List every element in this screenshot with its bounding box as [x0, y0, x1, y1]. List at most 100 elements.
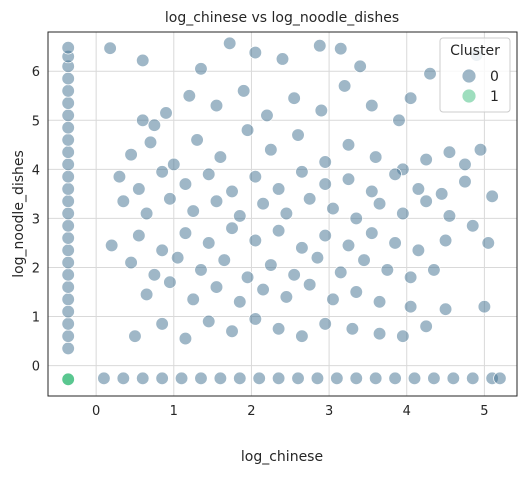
data-point-cluster-0 [318, 228, 332, 243]
data-point-cluster-0 [427, 371, 441, 385]
data-point-cluster-0 [163, 192, 177, 206]
data-point-cluster-0 [427, 263, 441, 277]
data-point-cluster-0 [388, 371, 402, 385]
data-point-cluster-0 [61, 182, 75, 196]
data-point-cluster-0 [396, 206, 410, 221]
data-point-cluster-0 [240, 270, 255, 284]
data-point-cluster-0 [349, 371, 363, 385]
data-point-cluster-0 [194, 263, 208, 277]
data-point-cluster-0 [139, 287, 154, 302]
data-point-cluster-0 [260, 108, 274, 123]
data-point-cluster-0 [388, 236, 402, 250]
data-point-cluster-0 [61, 231, 75, 245]
data-point-cluster-0 [61, 145, 75, 159]
data-point-cluster-0 [186, 292, 200, 307]
data-point-cluster-0 [159, 106, 173, 120]
y-axis-label: log_noodle_dishes [11, 150, 27, 278]
x-tick-label: 1 [170, 404, 178, 419]
data-point-cluster-0 [303, 192, 317, 206]
data-point-cluster-0 [287, 91, 301, 105]
data-point-cluster-0 [136, 53, 150, 68]
x-tick-label: 0 [92, 404, 100, 419]
data-point-cluster-0 [438, 302, 453, 316]
data-point-cluster-0 [313, 39, 327, 53]
data-point-cluster-0 [233, 295, 247, 309]
data-point-cluster-0 [291, 371, 305, 385]
data-point-cluster-0 [279, 206, 294, 221]
data-point-cluster-0 [105, 238, 119, 253]
data-point-cluster-0 [446, 371, 460, 385]
data-point-cluster-0 [61, 206, 75, 221]
data-point-cluster-0 [61, 41, 75, 55]
data-point-cluster-0 [178, 331, 193, 346]
data-point-cluster-0 [477, 300, 492, 314]
data-point-cluster-0 [411, 182, 426, 196]
data-point-cluster-0 [349, 285, 363, 299]
data-point-cluster-0 [202, 167, 216, 181]
data-point-cluster-0 [209, 280, 224, 294]
data-point-cluster-0 [310, 371, 325, 385]
data-point-cluster-0 [473, 143, 488, 157]
y-tick-label: 6 [32, 65, 40, 80]
data-point-cluster-0 [61, 268, 75, 282]
data-point-cluster-0 [481, 236, 495, 250]
data-point-cluster-0 [349, 211, 363, 226]
data-point-cluster-0 [61, 317, 75, 331]
points-layer [61, 36, 507, 386]
data-point-cluster-0 [61, 170, 75, 184]
data-point-cluster-0 [61, 341, 75, 356]
y-tick-label: 2 [32, 261, 40, 276]
data-point-cluster-0 [365, 184, 379, 199]
data-point-cluster-0 [341, 172, 356, 186]
data-point-cluster-0 [271, 322, 286, 336]
data-point-cluster-0 [287, 268, 301, 282]
data-point-cluster-0 [97, 371, 111, 385]
data-point-cluster-0 [248, 45, 262, 60]
data-point-cluster-0 [61, 96, 75, 110]
y-tick-label: 3 [32, 212, 40, 227]
data-point-cluster-0 [233, 209, 247, 223]
data-point-cluster-0 [186, 204, 200, 218]
data-point-cluster-0 [271, 224, 286, 238]
data-point-cluster-0 [240, 123, 255, 137]
data-point-cluster-0 [334, 265, 348, 280]
data-point-cluster-0 [178, 177, 193, 191]
data-point-cluster-0 [61, 133, 75, 147]
data-point-cluster-0 [147, 118, 162, 132]
data-point-cluster-0 [143, 135, 158, 150]
legend-marker-0 [461, 68, 477, 84]
data-point-cluster-0 [147, 268, 162, 282]
data-point-cluster-0 [155, 243, 169, 257]
data-point-cluster-0 [442, 209, 457, 223]
data-point-cluster-0 [407, 371, 422, 385]
ticks-layer: 0 1 2 3 4 5 0 1 2 3 4 5 6 [32, 65, 489, 419]
data-point-cluster-0 [438, 233, 453, 248]
data-point-cluster-0 [213, 371, 228, 385]
data-point-cluster-0 [61, 243, 75, 257]
data-point-cluster-0 [61, 121, 75, 135]
x-tick-label: 4 [403, 404, 411, 419]
x-tick-label: 5 [480, 404, 488, 419]
data-point-cluster-0 [225, 324, 239, 338]
data-point-cluster-0 [256, 197, 270, 211]
data-point-cluster-0 [128, 329, 142, 343]
data-point-cluster-0 [330, 371, 344, 385]
data-point-cluster-0 [357, 253, 371, 267]
data-point-cluster-0 [194, 62, 208, 76]
data-point-cluster-0 [303, 277, 317, 292]
data-point-cluster-0 [275, 52, 290, 66]
data-point-cluster-0 [61, 255, 75, 270]
data-point-cluster-0 [178, 226, 193, 240]
data-point-cluster-0 [132, 228, 146, 243]
y-tick-label: 1 [32, 311, 40, 326]
data-point-cluster-0 [167, 157, 181, 172]
data-point-cluster-0 [372, 327, 387, 341]
data-point-cluster-0 [237, 84, 251, 98]
data-point-cluster-0 [372, 197, 387, 211]
data-point-cluster-0 [423, 67, 437, 81]
data-point-cluster-0 [411, 243, 426, 257]
y-tick-label: 0 [32, 360, 40, 375]
data-point-cluster-0 [139, 206, 154, 221]
data-point-cluster-0 [419, 194, 433, 208]
data-point-cluster-0 [326, 201, 340, 216]
